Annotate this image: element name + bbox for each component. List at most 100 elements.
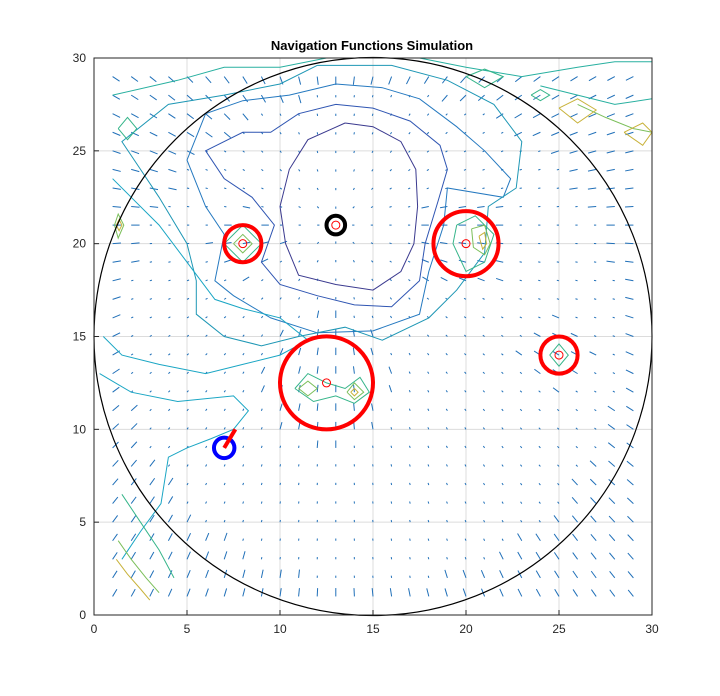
gradient-arrow (223, 76, 230, 84)
gradient-arrow (408, 297, 411, 300)
gradient-arrow (608, 534, 616, 542)
gradient-arrow (408, 408, 411, 411)
gradient-arrow (625, 369, 634, 375)
gradient-arrow (168, 187, 177, 191)
contour-line (452, 215, 495, 273)
gradient-arrow (409, 482, 411, 486)
gradient-arrow (588, 113, 597, 118)
y-tick-label: 15 (73, 330, 87, 344)
gradient-arrow (261, 187, 264, 190)
gradient-arrow (371, 588, 374, 597)
gradient-arrow (607, 405, 616, 412)
gradient-arrow (533, 94, 541, 101)
gradient-arrow (131, 187, 140, 190)
gradient-arrow (149, 496, 155, 504)
gradient-arrow (316, 403, 319, 411)
gradient-arrow (445, 353, 448, 356)
gradient-arrow (408, 427, 411, 430)
obstacle-circle (278, 334, 375, 432)
gradient-arrow (279, 569, 282, 578)
gradient-arrow (482, 353, 485, 356)
gradient-arrow (186, 551, 191, 560)
gradient-arrow (279, 150, 282, 153)
gradient-arrow (149, 588, 154, 597)
gradient-arrow (149, 150, 158, 155)
gradient-arrow (517, 588, 523, 597)
gradient-arrow (446, 538, 448, 541)
gradient-arrow (554, 589, 560, 597)
contour-line (115, 218, 123, 232)
gradient-arrow (551, 76, 560, 82)
gradient-arrow (353, 150, 355, 154)
gradient-arrow (495, 260, 504, 263)
gradient-arrow (223, 316, 227, 319)
gradient-arrow (353, 278, 355, 281)
gradient-arrow (390, 352, 393, 356)
gradient-arrow (607, 442, 616, 449)
gradient-arrow (260, 352, 263, 356)
contour-line (530, 89, 551, 102)
gradient-arrow (553, 552, 560, 560)
contour-line (117, 540, 160, 594)
obstacle-circle (222, 223, 264, 265)
gradient-arrow (130, 478, 137, 486)
gradient-arrow (446, 482, 448, 486)
gradient-arrow (261, 258, 269, 263)
gradient-arrow (556, 298, 560, 300)
gradient-arrow (606, 260, 615, 263)
gradient-arrow (186, 150, 195, 156)
gradient-arrow (626, 497, 634, 504)
gradient-arrow (112, 113, 121, 118)
gradient-arrow (464, 519, 467, 523)
gradient-arrow (569, 113, 578, 118)
gradient-arrow (612, 316, 615, 319)
gradient-arrow (408, 371, 411, 374)
gradient-arrow (242, 445, 245, 449)
gradient-arrow (131, 168, 140, 173)
gradient-arrow (149, 298, 153, 300)
gradient-arrow (427, 501, 430, 504)
gradient-arrow (205, 261, 208, 263)
contour-line (294, 372, 370, 404)
gradient-arrow (186, 297, 190, 300)
gradient-arrow (205, 316, 208, 319)
gradient-arrow (242, 408, 245, 411)
gradient-arrow (205, 353, 208, 356)
gradient-arrow (408, 150, 411, 153)
gradient-arrow (463, 187, 467, 190)
obstacle-circle (538, 334, 580, 376)
gradient-arrow (388, 366, 393, 374)
gradient-arrow (519, 371, 523, 375)
gradient-arrow (389, 588, 393, 597)
gradient-arrow (593, 335, 597, 337)
gradient-arrow (625, 206, 634, 208)
gradient-arrow (298, 297, 301, 300)
gradient-arrow (298, 569, 300, 578)
gradient-arrow (572, 570, 579, 579)
gradient-arrow (427, 482, 430, 486)
gradient-arrow (607, 423, 616, 430)
gradient-arrow (149, 551, 155, 560)
gradient-arrow (167, 551, 173, 560)
gradient-arrow (112, 168, 121, 172)
gradient-arrow (538, 520, 541, 523)
gradient-arrow (593, 298, 597, 300)
gradient-arrow (501, 519, 504, 523)
gradient-arrow (205, 427, 208, 430)
gradient-arrow (316, 366, 319, 374)
gradient-arrow (612, 353, 616, 356)
gradient-arrow (594, 446, 597, 449)
gradient-arrow (496, 94, 504, 101)
gradient-arrow (409, 538, 411, 541)
gradient-arrow (495, 277, 504, 282)
gradient-arrow (168, 131, 176, 137)
gradient-arrow (588, 76, 597, 82)
gradient-arrow (427, 575, 430, 578)
gradient-arrow (626, 479, 634, 486)
gradient-arrow (352, 347, 355, 356)
gradient-arrow (589, 478, 597, 486)
gradient-arrow (131, 298, 134, 300)
gradient-arrow (444, 588, 448, 597)
y-tick-label: 25 (73, 144, 87, 158)
gradient-arrow (242, 569, 246, 578)
